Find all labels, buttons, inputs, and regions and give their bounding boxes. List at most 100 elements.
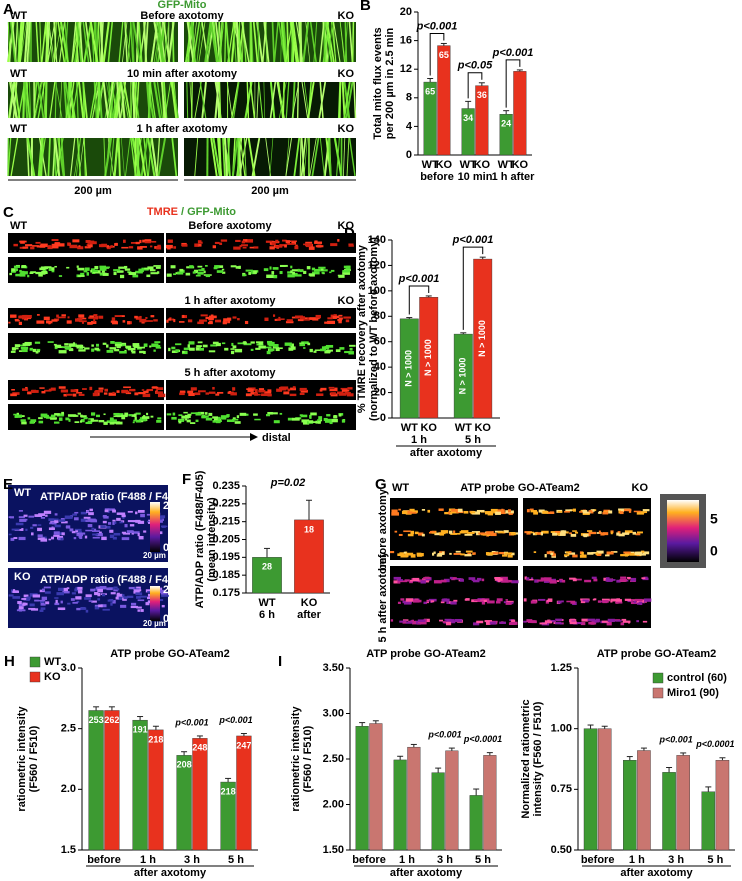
texture bbox=[250, 392, 257, 395]
bar bbox=[513, 71, 527, 156]
texture bbox=[127, 321, 131, 325]
texture bbox=[32, 524, 37, 527]
texture bbox=[538, 509, 545, 513]
texture bbox=[68, 418, 71, 422]
colorbar bbox=[150, 502, 160, 552]
texture bbox=[161, 604, 165, 608]
texture bbox=[164, 21, 170, 63]
texture bbox=[10, 137, 19, 177]
bracket bbox=[467, 72, 483, 99]
texture bbox=[143, 350, 146, 354]
texture bbox=[67, 602, 71, 605]
bar bbox=[469, 795, 483, 851]
texture bbox=[634, 551, 643, 556]
texture bbox=[615, 601, 623, 604]
texture bbox=[225, 21, 231, 63]
x-tick-label: before bbox=[581, 854, 615, 866]
texture bbox=[274, 318, 279, 321]
texture bbox=[642, 551, 650, 555]
texture bbox=[107, 81, 114, 119]
texture bbox=[92, 419, 99, 422]
texture bbox=[99, 265, 107, 268]
texture bbox=[610, 599, 613, 603]
x-axis-label: after axotomy bbox=[134, 867, 207, 879]
bar bbox=[192, 738, 208, 851]
texture bbox=[57, 316, 66, 319]
texture bbox=[50, 387, 56, 391]
texture bbox=[14, 319, 20, 322]
legend-swatch bbox=[29, 656, 41, 668]
texture bbox=[199, 347, 204, 351]
label: WT bbox=[10, 68, 27, 80]
texture bbox=[112, 521, 115, 525]
texture bbox=[14, 344, 21, 348]
texture bbox=[76, 392, 83, 394]
texture bbox=[106, 349, 114, 353]
texture bbox=[102, 520, 107, 524]
texture bbox=[144, 239, 152, 243]
texture bbox=[84, 347, 90, 350]
texture bbox=[170, 265, 176, 269]
texture bbox=[115, 596, 119, 600]
texture bbox=[544, 577, 552, 580]
texture bbox=[342, 270, 351, 273]
texture bbox=[592, 598, 596, 601]
texture bbox=[291, 269, 299, 272]
texture bbox=[45, 21, 49, 63]
label: WT bbox=[392, 482, 409, 494]
texture bbox=[49, 522, 57, 525]
texture bbox=[581, 618, 589, 622]
texture bbox=[426, 600, 430, 603]
texture bbox=[133, 413, 137, 418]
texture bbox=[25, 244, 33, 247]
texture bbox=[502, 554, 508, 557]
texture bbox=[296, 81, 299, 119]
texture bbox=[70, 389, 77, 393]
texture bbox=[80, 415, 87, 418]
texture bbox=[186, 21, 195, 63]
texture bbox=[120, 520, 125, 523]
texture bbox=[213, 418, 222, 421]
y-tick-label: 1.5 bbox=[61, 844, 76, 856]
texture bbox=[424, 618, 430, 623]
texture bbox=[237, 342, 244, 345]
x-tick-label: before bbox=[87, 854, 121, 866]
texture bbox=[113, 589, 119, 592]
texture bbox=[569, 577, 576, 580]
texture bbox=[42, 81, 46, 119]
texture bbox=[91, 269, 98, 273]
texture bbox=[620, 576, 627, 579]
texture bbox=[537, 579, 544, 582]
texture bbox=[187, 344, 190, 348]
x-tick-label: 5 h bbox=[228, 854, 244, 866]
texture bbox=[280, 265, 286, 267]
texture bbox=[147, 137, 156, 177]
texture bbox=[472, 579, 480, 583]
texture bbox=[157, 417, 162, 420]
texture bbox=[580, 509, 584, 513]
texture bbox=[242, 246, 247, 249]
texture bbox=[404, 579, 410, 582]
texture bbox=[541, 530, 549, 534]
texture bbox=[205, 392, 210, 395]
texture bbox=[9, 516, 15, 519]
texture bbox=[32, 594, 41, 598]
texture bbox=[195, 274, 201, 277]
texture bbox=[237, 318, 240, 321]
texture bbox=[423, 578, 429, 583]
texture bbox=[397, 601, 401, 604]
texture bbox=[96, 392, 100, 396]
texture bbox=[124, 349, 127, 352]
texture bbox=[122, 532, 131, 535]
label: Before axotomy bbox=[140, 10, 224, 22]
y-tick-label: 0.195 bbox=[212, 551, 240, 563]
texture bbox=[593, 578, 598, 582]
texture bbox=[505, 510, 510, 514]
texture bbox=[276, 318, 281, 321]
texture bbox=[473, 599, 481, 602]
texture bbox=[40, 603, 46, 606]
texture bbox=[550, 531, 559, 534]
texture bbox=[71, 592, 76, 595]
texture bbox=[36, 314, 40, 316]
texture bbox=[52, 245, 59, 249]
